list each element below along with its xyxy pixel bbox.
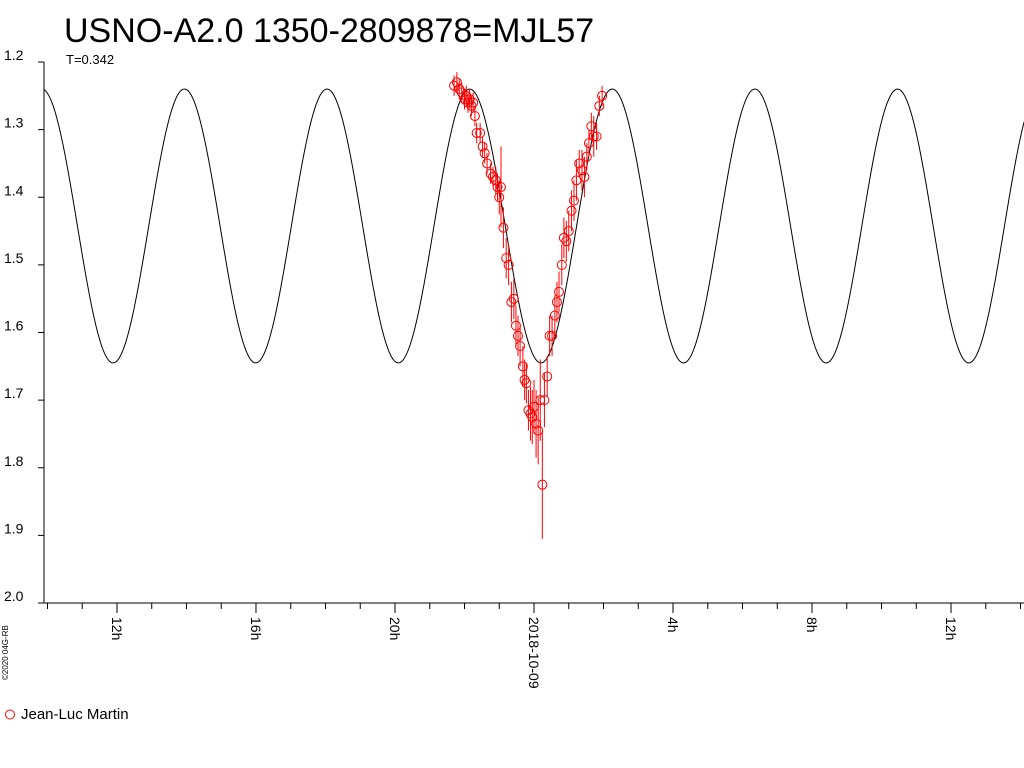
legend-marker [5,709,15,720]
credit-text: ©2020 04G-RB [1,625,10,680]
y-tick-label: 1.6 [4,318,24,334]
x-tick-label: 2018-10-09 [526,617,542,689]
y-tick-label: 1.9 [4,520,24,536]
legend-label: Jean-Luc Martin [21,706,129,723]
data-point [513,330,524,341]
data-point [579,171,590,182]
data-point [501,253,512,264]
data-point [485,168,496,179]
y-tick-label: 2.0 [4,588,24,604]
data-point [454,84,465,95]
x-tick-label: 12h [109,617,125,640]
data-point [588,131,599,142]
data-point [542,371,553,382]
data-points [449,72,608,539]
data-point [495,182,506,193]
data-point [503,259,514,270]
data-point [574,158,585,169]
data-point [554,286,565,297]
data-point [471,128,482,139]
y-tick-label: 1.4 [4,182,24,198]
chart-subtitle: T=0.342 [66,52,114,67]
x-axis-ticks: 12h 16h 20h 2018-10-09 4h 8h 12h [46,603,1022,689]
y-tick-label: 1.2 [4,47,24,63]
y-tick-label: 1.3 [4,115,24,131]
data-point [556,259,567,270]
data-point [551,297,562,308]
x-tick-label: 16h [248,617,264,640]
data-point [479,148,490,159]
model-curve [43,88,1024,364]
data-point [508,293,519,304]
data-point [568,195,579,206]
y-tick-label: 1.7 [4,385,24,401]
data-point [461,90,472,101]
data-point [561,236,572,247]
data-point [464,94,475,105]
data-point [517,361,528,372]
y-axis-ticks: 1.2 1.3 1.4 1.5 1.6 1.7 1.8 1.9 2.0 [4,47,44,604]
data-point [563,226,574,237]
x-tick-label: 4h [665,617,681,633]
data-point [490,175,501,186]
data-point [468,97,479,108]
data-point [506,297,517,308]
data-point [515,341,526,352]
data-point [549,310,560,321]
y-tick-label: 1.8 [4,453,24,469]
data-point [492,182,503,193]
data-point [586,121,597,132]
data-point [475,128,486,139]
data-point [597,90,608,101]
data-point [521,378,532,389]
data-point [477,141,488,152]
data-point [537,479,548,490]
data-point [594,100,605,111]
legend: Jean-Luc Martin [5,706,129,723]
x-tick-label: 12h [943,617,959,640]
y-tick-label: 1.5 [4,250,24,266]
data-point [544,330,555,341]
data-point [581,151,592,162]
data-point [449,80,460,91]
data-point [566,205,577,216]
x-tick-label: 20h [387,617,403,640]
data-point [547,330,558,341]
x-tick-label: 8h [804,617,820,633]
data-point [482,158,493,169]
data-point [498,222,509,233]
chart-title: USNO-A2.0 1350-2809878=MJL57 [64,12,594,50]
data-point [494,192,505,203]
data-point [539,395,550,406]
data-point [469,111,480,122]
data-point [591,131,602,142]
